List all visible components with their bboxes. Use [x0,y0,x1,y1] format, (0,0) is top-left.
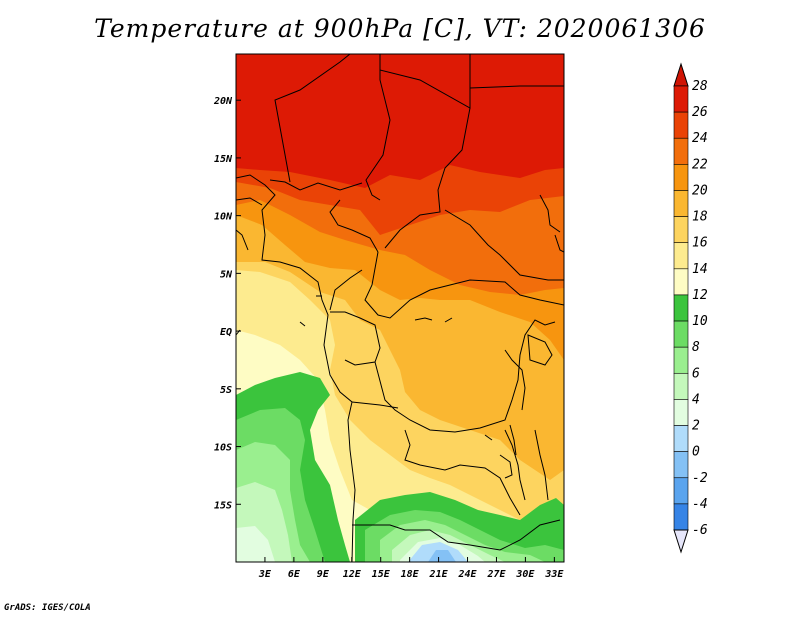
map-frame [235,53,565,563]
colorbar-swatch [673,242,689,270]
latitude-axis: 20N 15N 10N 5N EQ 5S 10S 15S [213,96,241,511]
colorbar-swatch [673,190,689,217]
colorbar-label: -4 [692,497,708,512]
colorbar-label: 22 [692,157,708,172]
temp-band-4 [236,526,275,562]
lat-tick-label: 5S [220,385,232,396]
colorbar-swatch [673,399,689,426]
temp-band-0 [428,550,456,562]
colorbar-label: -2 [692,471,708,486]
colorbar-swatch [673,372,689,400]
lat-tick-label: 15N [214,154,233,165]
colorbar-label: 6 [692,366,700,381]
colorbar-label: 16 [692,236,708,251]
colorbar-label: 18 [692,210,708,225]
colorbar-swatch [673,216,689,244]
lon-tick-label: 27E [486,569,506,580]
colorbar-swatch [673,346,689,374]
colorbar-swatch [673,294,689,322]
grads-credit: GrADS: IGES/COLA [4,603,91,613]
longitude-axis: 3E 6E 9E 12E 15E 18E 21E 24E 27E 30E 33E [258,557,564,580]
colorbar-bottom-arrow [673,529,689,554]
colorbar-label: 10 [692,314,708,329]
lon-tick-label: 6E [288,569,301,580]
colorbar-swatch [673,503,689,531]
colorbar-swatch [673,111,689,139]
colorbar-label: 4 [692,392,700,407]
lat-tick-label: 10S [214,443,232,454]
colorbar-label: 0 [692,445,700,460]
colorbar-label: -6 [692,523,708,538]
lat-tick-label: EQ [220,327,232,338]
lon-tick-label: 30E [515,569,535,580]
colorbar-swatch [673,85,689,113]
colorbar-label: 20 [692,183,708,198]
lon-tick-label: 3E [258,569,272,580]
colorbar-label: 24 [692,131,708,146]
lon-tick-label: 33E [544,569,564,580]
colorbar-swatch [673,164,689,191]
country-borders [236,54,564,562]
colorbar-swatch [673,451,689,479]
colorbar-swatch [673,425,689,452]
map-title: Temperature at 900hPa [C], VT: 202006130… [94,14,706,43]
lon-tick-label: 24E [457,569,477,580]
lat-tick-label: 5N [220,269,233,280]
colorbar-swatch [673,268,689,296]
lon-tick-label: 18E [401,569,420,580]
colorbar-label: 12 [692,288,708,303]
colorbar-label: 28 [692,79,708,94]
lon-tick-label: 12E [343,569,362,580]
lat-tick-label: 10N [214,212,233,223]
colorbar-label: 14 [692,262,708,277]
lat-tick-label: 20N [213,96,233,107]
colorbar-top-arrow [673,62,689,87]
colorbar-swatch [673,320,689,348]
colorbar-swatch [673,137,689,165]
lat-tick-label: 15S [214,500,232,511]
colorbar-label: 2 [692,419,700,434]
colorbar-label: 26 [692,105,708,120]
lon-tick-label: 15E [372,569,391,580]
lon-tick-label: 21E [429,569,449,580]
lon-tick-label: 9E [317,569,330,580]
colorbar-swatch [673,477,689,505]
colorbar-label: 8 [692,340,700,355]
